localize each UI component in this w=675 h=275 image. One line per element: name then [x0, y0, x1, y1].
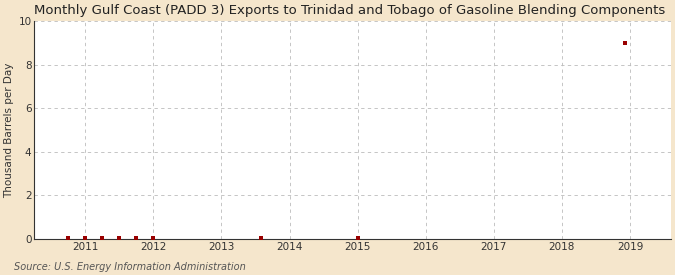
Point [114, 236, 125, 240]
Point [148, 236, 159, 240]
Point [352, 236, 363, 240]
Point [63, 236, 74, 240]
Y-axis label: Thousand Barrels per Day: Thousand Barrels per Day [4, 62, 14, 198]
Point [256, 236, 267, 240]
Text: Source: U.S. Energy Information Administration: Source: U.S. Energy Information Administ… [14, 262, 245, 272]
Point [131, 236, 142, 240]
Point [80, 236, 90, 240]
Text: Monthly Gulf Coast (PADD 3) Exports to Trinidad and Tobago of Gasoline Blending : Monthly Gulf Coast (PADD 3) Exports to T… [34, 4, 666, 17]
Point [619, 41, 630, 45]
Point [97, 236, 108, 240]
